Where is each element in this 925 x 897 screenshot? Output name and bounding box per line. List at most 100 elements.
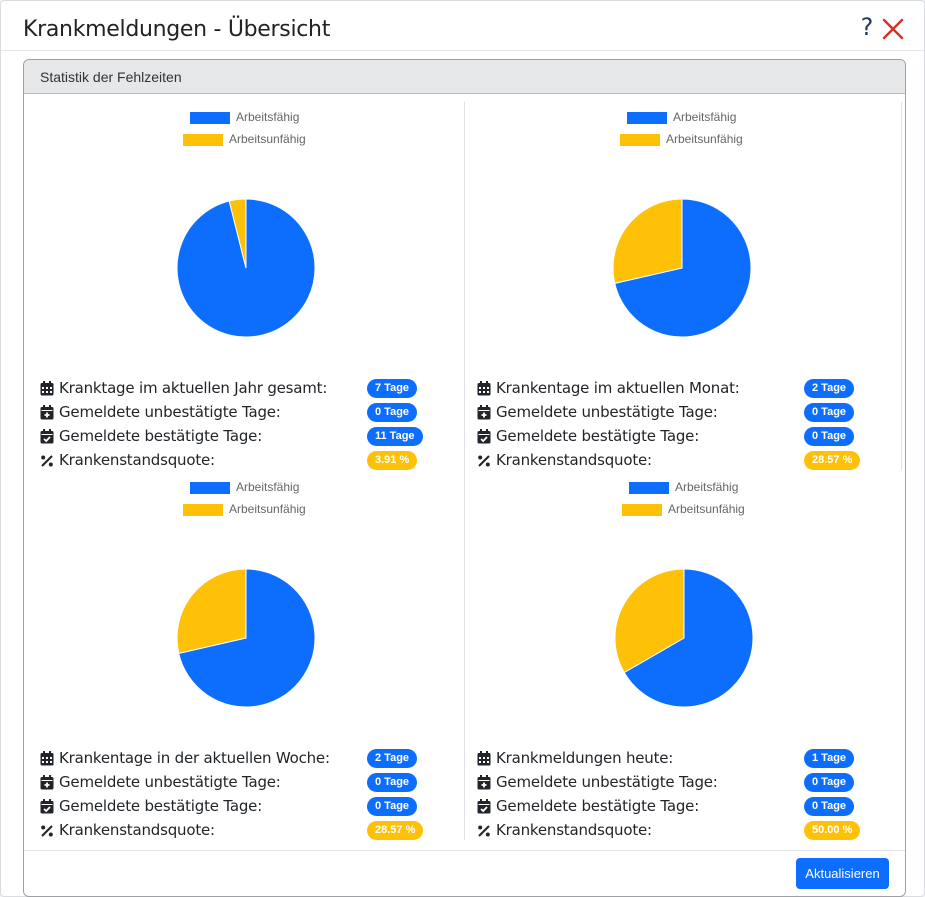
column-divider [464,102,465,840]
value-badge: 0 Tage [804,403,855,422]
stat-panel: Arbeitsfähig Arbeitsunfähig Krankentage in… [24,472,454,842]
stat-label: Krankentage im aktuellen Monat: [496,379,740,397]
value-badge: 0 Tage [804,773,855,792]
close-x-icon[interactable] [881,17,905,41]
legend-swatch [629,482,669,494]
legend-swatch [183,504,223,516]
refresh-button[interactable]: Aktualisieren [796,858,889,889]
legend-swatch [183,134,223,146]
stat-label: Gemeldete unbestätigte Tage: [496,403,718,421]
stat-label: Kranktage im aktuellen Jahr gesamt: [59,379,328,397]
calendar-icon [477,751,491,766]
stat-label: Gemeldete bestätigte Tage: [59,797,263,815]
percent-icon [40,453,54,468]
value-badge: 28.57 % [367,821,424,840]
pie-chart [612,198,752,338]
pie-slice-arbeitsfaehig[interactable] [623,568,754,708]
value-badge: 11 Tage [367,427,423,446]
value-badge: 2 Tage [367,749,418,768]
pie-slice-arbeitsunfaehig[interactable] [612,198,683,284]
stat-row: Kranktage im aktuellen Jahr gesamt: 7 Tag… [40,378,440,400]
stat-label: Gemeldete bestätigte Tage: [496,797,700,815]
calendar-icon [477,381,491,396]
stat-row: Krankmeldungen heute: 1 Tage [477,748,877,770]
stat-row: Gemeldete bestätigte Tage: 0 Tage [477,796,877,818]
stat-row: Krankenstandsquote: 28.57 % [477,450,877,472]
stat-row: Gemeldete bestätigte Tage: 0 Tage [477,426,877,448]
pie-slice-arbeitsfaehig[interactable] [178,568,316,708]
value-badge: 28.57 % [804,451,861,470]
value-badge: 50.00 % [804,821,861,840]
legend-label: Arbeitsfähig [236,110,300,124]
stat-panel: Arbeitsfähig Arbeitsunfähig Krankmeldungen… [461,472,891,842]
legend-swatch [627,112,667,124]
stat-row: Gemeldete bestätigte Tage: 11 Tage [40,426,440,448]
card-header: Statistik der Fehlzeiten [24,60,905,94]
stat-row: Gemeldete bestätigte Tage: 0 Tage [40,796,440,818]
legend-label: Arbeitsfähig [236,480,300,494]
pie-slice-arbeitsunfaehig[interactable] [614,568,685,674]
legend-label: Arbeitsfähig [673,110,737,124]
legend-swatch [190,482,230,494]
calendar-icon [40,381,54,396]
value-badge: 0 Tage [367,773,418,792]
stat-label: Gemeldete bestätigte Tage: [59,427,263,445]
dialog-title: Krankmeldungen - Übersicht [23,17,331,42]
stat-label: Krankenstandsquote: [59,821,215,839]
stat-row: Gemeldete unbestätigte Tage: 0 Tage [40,402,440,424]
stat-label: Krankentage in der aktuellen Woche: [59,749,330,767]
calendar-plus-icon [40,405,54,420]
legend-label: Arbeitsunfähig [668,502,745,516]
card-footer-divider [24,850,905,851]
pie-slice-arbeitsfaehig[interactable] [614,198,752,338]
value-badge: 0 Tage [367,797,418,816]
stat-row: Gemeldete unbestätigte Tage: 0 Tage [40,772,440,794]
legend-label: Arbeitsfähig [675,480,739,494]
percent-icon [477,823,491,838]
column-divider-right [901,102,902,470]
pie-chart [176,568,316,708]
legend-label: Arbeitsunfähig [229,132,306,146]
pie-chart [614,568,754,708]
stat-row: Krankentage im aktuellen Monat: 2 Tage [477,378,877,400]
legend-swatch [622,504,662,516]
calendar-check-icon [477,799,491,814]
calendar-plus-icon [477,405,491,420]
stat-label: Krankenstandsquote: [496,821,652,839]
stat-label: Krankenstandsquote: [59,451,215,469]
stat-row: Krankenstandsquote: 3.91 % [40,450,440,472]
pie-slice-arbeitsunfaehig[interactable] [228,198,247,269]
calendar-check-icon [40,429,54,444]
value-badge: 7 Tage [367,379,418,398]
stat-row: Krankenstandsquote: 28.57 % [40,820,440,842]
percent-icon [40,823,54,838]
calendar-check-icon [477,429,491,444]
legend-label: Arbeitsunfähig [229,502,306,516]
pie-chart [176,198,316,338]
stat-label: Gemeldete unbestätigte Tage: [59,403,281,421]
stat-panel: Arbeitsfähig Arbeitsunfähig Kranktage im a… [24,102,454,472]
value-badge: 2 Tage [804,379,855,398]
legend-swatch [190,112,230,124]
question-icon[interactable]: ? [860,13,874,41]
stat-row: Gemeldete unbestätigte Tage: 0 Tage [477,772,877,794]
calendar-plus-icon [40,775,54,790]
value-badge: 3.91 % [367,451,418,470]
statistics-card: Statistik der Fehlzeiten Arbeitsfähig Arb… [23,59,906,897]
value-badge: 0 Tage [804,797,855,816]
value-badge: 1 Tage [804,749,855,768]
stat-label: Krankenstandsquote: [496,451,652,469]
pie-slice-arbeitsunfaehig[interactable] [176,568,247,654]
stat-panel: Arbeitsfähig Arbeitsunfähig Krankentage im… [461,102,891,472]
stat-row: Krankentage in der aktuellen Woche: 2 Tag… [40,748,440,770]
card-title: Statistik der Fehlzeiten [40,69,182,85]
stat-label: Krankmeldungen heute: [496,749,674,767]
value-badge: 0 Tage [367,403,418,422]
legend-swatch [620,134,660,146]
value-badge: 0 Tage [804,427,855,446]
stat-label: Gemeldete unbestätigte Tage: [59,773,281,791]
stat-row: Krankenstandsquote: 50.00 % [477,820,877,842]
calendar-plus-icon [477,775,491,790]
stat-label: Gemeldete unbestätigte Tage: [496,773,718,791]
